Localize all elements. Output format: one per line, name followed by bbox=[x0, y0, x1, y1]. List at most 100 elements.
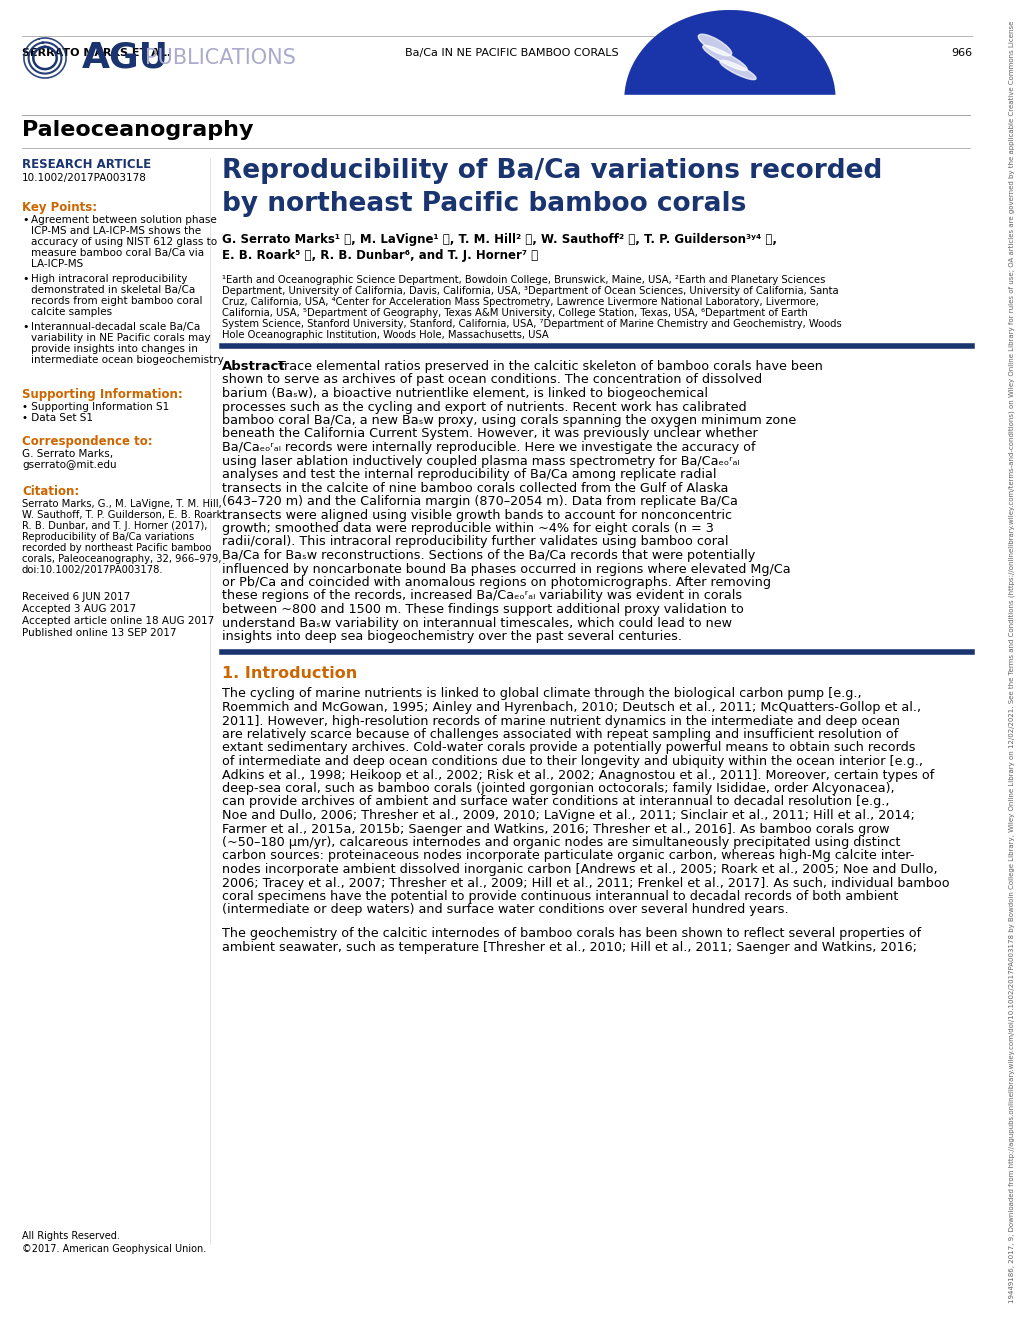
Text: Reproducibility of Ba/Ca variations: Reproducibility of Ba/Ca variations bbox=[22, 532, 195, 542]
Ellipse shape bbox=[720, 61, 756, 79]
Text: 10.1002/2017PA003178: 10.1002/2017PA003178 bbox=[22, 173, 146, 183]
Text: Ba/Caₑₒʳₐₗ records were internally reproducible. Here we investigate the accurac: Ba/Caₑₒʳₐₗ records were internally repro… bbox=[222, 441, 756, 454]
Text: Interannual-decadal scale Ba/Ca: Interannual-decadal scale Ba/Ca bbox=[31, 322, 201, 332]
Text: growth; smoothed data were reproducible within ~4% for eight corals (n = 3: growth; smoothed data were reproducible … bbox=[222, 522, 714, 535]
Text: •: • bbox=[22, 274, 29, 285]
Text: (643–720 m) and the California margin (870–2054 m). Data from replicate Ba/Ca: (643–720 m) and the California margin (8… bbox=[222, 495, 738, 508]
Text: All Rights Reserved.: All Rights Reserved. bbox=[22, 1231, 120, 1241]
Text: can provide archives of ambient and surface water conditions at interannual to d: can provide archives of ambient and surf… bbox=[222, 796, 890, 809]
Text: High intracoral reproducibility: High intracoral reproducibility bbox=[31, 274, 187, 285]
Text: insights into deep sea biogeochemistry over the past several centuries.: insights into deep sea biogeochemistry o… bbox=[222, 630, 682, 643]
Text: Department, University of California, Davis, California, USA, ³Department of Oce: Department, University of California, Da… bbox=[222, 286, 839, 297]
Text: California, USA, ⁵Department of Geography, Texas A&M University, College Station: California, USA, ⁵Department of Geograph… bbox=[222, 308, 808, 318]
Text: Cruz, California, USA, ⁴Center for Acceleration Mass Spectrometry, Lawrence Live: Cruz, California, USA, ⁴Center for Accel… bbox=[222, 297, 819, 307]
Text: Adkins et al., 1998; Heikoop et al., 2002; Risk et al., 2002; Anagnostou et al.,: Adkins et al., 1998; Heikoop et al., 200… bbox=[222, 768, 934, 781]
Text: 1. Introduction: 1. Introduction bbox=[222, 666, 357, 681]
Text: transects were aligned using visible growth bands to account for nonconcentric: transects were aligned using visible gro… bbox=[222, 508, 732, 522]
Text: carbon sources: proteinaceous nodes incorporate particulate organic carbon, wher: carbon sources: proteinaceous nodes inco… bbox=[222, 850, 914, 862]
Text: Serrato Marks, G., M. LaVigne, T. M. Hill,: Serrato Marks, G., M. LaVigne, T. M. Hil… bbox=[22, 499, 222, 508]
Text: barium (Baₛw), a bioactive nutrientlike element, is linked to biogeochemical: barium (Baₛw), a bioactive nutrientlike … bbox=[222, 387, 708, 400]
Text: or Pb/Ca and coincided with anomalous regions on photomicrographs. After removin: or Pb/Ca and coincided with anomalous re… bbox=[222, 576, 771, 589]
Text: gserrato@mit.edu: gserrato@mit.edu bbox=[22, 459, 117, 470]
Text: between ~800 and 1500 m. These findings support additional proxy validation to: between ~800 and 1500 m. These findings … bbox=[222, 602, 743, 616]
Text: records from eight bamboo coral: records from eight bamboo coral bbox=[31, 297, 203, 306]
Text: G. Serrato Marks¹ ⓘ, M. LaVigne¹ ⓘ, T. M. Hill² ⓘ, W. Sauthoff² ⓘ, T. P. Guilder: G. Serrato Marks¹ ⓘ, M. LaVigne¹ ⓘ, T. M… bbox=[222, 233, 777, 246]
Text: measure bamboo coral Ba/Ca via: measure bamboo coral Ba/Ca via bbox=[31, 248, 204, 258]
Text: System Science, Stanford University, Stanford, California, USA, ⁷Department of M: System Science, Stanford University, Sta… bbox=[222, 319, 842, 328]
Ellipse shape bbox=[698, 34, 732, 56]
Text: understand Baₛw variability on interannual timescales, which could lead to new: understand Baₛw variability on interannu… bbox=[222, 617, 732, 629]
Text: Accepted article online 18 AUG 2017: Accepted article online 18 AUG 2017 bbox=[22, 616, 214, 626]
Text: RESEARCH ARTICLE: RESEARCH ARTICLE bbox=[22, 158, 152, 171]
Text: shown to serve as archives of past ocean conditions. The concentration of dissol: shown to serve as archives of past ocean… bbox=[222, 373, 762, 387]
Text: Citation:: Citation: bbox=[22, 485, 79, 498]
Text: using laser ablation inductively coupled plasma mass spectrometry for Ba/Caₑₒʳₐₗ: using laser ablation inductively coupled… bbox=[222, 454, 739, 467]
Text: intermediate ocean biogeochemistry: intermediate ocean biogeochemistry bbox=[31, 355, 224, 365]
Text: ambient seawater, such as temperature [Thresher et al., 2010; Hill et al., 2011;: ambient seawater, such as temperature [T… bbox=[222, 940, 918, 953]
Text: demonstrated in skeletal Ba/Ca: demonstrated in skeletal Ba/Ca bbox=[31, 285, 196, 295]
Text: accuracy of using NIST 612 glass to: accuracy of using NIST 612 glass to bbox=[31, 237, 217, 248]
Text: SERRATO MARKS ET AL.: SERRATO MARKS ET AL. bbox=[22, 48, 171, 58]
Text: The cycling of marine nutrients is linked to global climate through the biologic: The cycling of marine nutrients is linke… bbox=[222, 687, 861, 700]
Text: Roemmich and McGowan, 1995; Ainley and Hyrenbach, 2010; Deutsch et al., 2011; Mc: Roemmich and McGowan, 1995; Ainley and H… bbox=[222, 700, 922, 714]
Text: G. Serrato Marks,: G. Serrato Marks, bbox=[22, 449, 113, 459]
Text: •: • bbox=[22, 322, 29, 332]
Text: LA-ICP-MS: LA-ICP-MS bbox=[31, 260, 83, 269]
Text: Hole Oceanographic Institution, Woods Hole, Massachusetts, USA: Hole Oceanographic Institution, Woods Ho… bbox=[222, 330, 549, 340]
Text: bamboo coral Ba/Ca, a new Baₛw proxy, using corals spanning the oxygen minimum z: bamboo coral Ba/Ca, a new Baₛw proxy, us… bbox=[222, 414, 797, 428]
Text: radii/coral). This intracoral reproducibility further validates using bamboo cor: radii/coral). This intracoral reproducib… bbox=[222, 535, 728, 548]
Text: nodes incorporate ambient dissolved inorganic carbon [Andrews et al., 2005; Roar: nodes incorporate ambient dissolved inor… bbox=[222, 863, 938, 876]
Text: transects in the calcite of nine bamboo corals collected from the Gulf of Alaska: transects in the calcite of nine bamboo … bbox=[222, 482, 728, 494]
Text: Accepted 3 AUG 2017: Accepted 3 AUG 2017 bbox=[22, 604, 136, 614]
Text: • Data Set S1: • Data Set S1 bbox=[22, 413, 93, 422]
Text: variability in NE Pacific corals may: variability in NE Pacific corals may bbox=[31, 334, 211, 343]
Text: W. Sauthoff, T. P. Guilderson, E. B. Roark,: W. Sauthoff, T. P. Guilderson, E. B. Roa… bbox=[22, 510, 225, 520]
Text: Supporting Information:: Supporting Information: bbox=[22, 388, 182, 401]
Text: Ba/Ca IN NE PACIFIC BAMBOO CORALS: Ba/Ca IN NE PACIFIC BAMBOO CORALS bbox=[406, 48, 618, 58]
Text: 2006; Tracey et al., 2007; Thresher et al., 2009; Hill et al., 2011; Frenkel et : 2006; Tracey et al., 2007; Thresher et a… bbox=[222, 876, 949, 890]
Text: R. B. Dunbar, and T. J. Horner (2017),: R. B. Dunbar, and T. J. Horner (2017), bbox=[22, 522, 208, 531]
Text: of intermediate and deep ocean conditions due to their longevity and ubiquity wi: of intermediate and deep ocean condition… bbox=[222, 755, 923, 768]
Text: influenced by noncarbonate bound Ba phases occurred in regions where elevated Mg: influenced by noncarbonate bound Ba phas… bbox=[222, 563, 791, 576]
Text: coral specimens have the potential to provide continuous interannual to decadal : coral specimens have the potential to pr… bbox=[222, 890, 898, 903]
Text: Agreement between solution phase: Agreement between solution phase bbox=[31, 214, 217, 225]
Text: by northeast Pacific bamboo corals: by northeast Pacific bamboo corals bbox=[222, 191, 746, 217]
Ellipse shape bbox=[702, 45, 748, 70]
Text: processes such as the cycling and export of nutrients. Recent work has calibrate: processes such as the cycling and export… bbox=[222, 400, 746, 413]
Text: Ba/Ca for Baₛw reconstructions. Sections of the Ba/Ca records that were potentia: Ba/Ca for Baₛw reconstructions. Sections… bbox=[222, 549, 756, 561]
Text: calcite samples: calcite samples bbox=[31, 307, 112, 316]
Text: • Supporting Information S1: • Supporting Information S1 bbox=[22, 402, 169, 412]
Text: Received 6 JUN 2017: Received 6 JUN 2017 bbox=[22, 592, 130, 602]
Text: The geochemistry of the calcitic internodes of bamboo corals has been shown to r: The geochemistry of the calcitic interno… bbox=[222, 927, 922, 940]
Text: 2011]. However, high-resolution records of marine nutrient dynamics in the inter: 2011]. However, high-resolution records … bbox=[222, 715, 900, 727]
Polygon shape bbox=[625, 11, 835, 101]
Text: Abstract: Abstract bbox=[222, 360, 286, 373]
Text: are relatively scarce because of challenges associated with repeat sampling and : are relatively scarce because of challen… bbox=[222, 728, 898, 741]
Text: Correspondence to:: Correspondence to: bbox=[22, 436, 153, 448]
Text: beneath the California Current System. However, it was previously unclear whethe: beneath the California Current System. H… bbox=[222, 428, 758, 441]
Bar bbox=[610, 95, 850, 105]
Text: extant sedimentary archives. Cold-water corals provide a potentially powerful me: extant sedimentary archives. Cold-water … bbox=[222, 741, 915, 755]
Text: ©2017. American Geophysical Union.: ©2017. American Geophysical Union. bbox=[22, 1245, 206, 1254]
Text: ¹Earth and Oceanographic Science Department, Bowdoin College, Brunswick, Maine, : ¹Earth and Oceanographic Science Departm… bbox=[222, 275, 825, 285]
Text: Key Points:: Key Points: bbox=[22, 201, 97, 214]
Text: PUBLICATIONS: PUBLICATIONS bbox=[145, 48, 296, 68]
Text: analyses and test the internal reproducibility of Ba/Ca among replicate radial: analyses and test the internal reproduci… bbox=[222, 467, 717, 481]
Text: E. B. Roark⁵ ⓘ, R. B. Dunbar⁶, and T. J. Horner⁷ ⓘ: E. B. Roark⁵ ⓘ, R. B. Dunbar⁶, and T. J.… bbox=[222, 249, 539, 262]
Text: •: • bbox=[22, 214, 29, 225]
Text: Farmer et al., 2015a, 2015b; Saenger and Watkins, 2016; Thresher et al., 2016]. : Farmer et al., 2015a, 2015b; Saenger and… bbox=[222, 822, 890, 835]
Text: (~50–180 μm/yr), calcareous internodes and organic nodes are simultaneously prec: (~50–180 μm/yr), calcareous internodes a… bbox=[222, 835, 900, 849]
Text: recorded by northeast Pacific bamboo: recorded by northeast Pacific bamboo bbox=[22, 543, 211, 553]
Text: AGU: AGU bbox=[82, 41, 169, 75]
Text: Trace elemental ratios preserved in the calcitic skeleton of bamboo corals have : Trace elemental ratios preserved in the … bbox=[278, 360, 823, 373]
Text: provide insights into changes in: provide insights into changes in bbox=[31, 344, 198, 354]
Text: 19449186, 2017, 9, Downloaded from http://agupubs.onlinelibrary.wiley.com/doi/10: 19449186, 2017, 9, Downloaded from http:… bbox=[1009, 21, 1015, 1303]
Text: corals, Paleoceanography, 32, 966–979,: corals, Paleoceanography, 32, 966–979, bbox=[22, 553, 221, 564]
Text: Noe and Dullo, 2006; Thresher et al., 2009, 2010; LaVigne et al., 2011; Sinclair: Noe and Dullo, 2006; Thresher et al., 20… bbox=[222, 809, 914, 822]
Text: deep-sea coral, such as bamboo corals (jointed gorgonian octocorals; family Isid: deep-sea coral, such as bamboo corals (j… bbox=[222, 782, 895, 794]
Text: Published online 13 SEP 2017: Published online 13 SEP 2017 bbox=[22, 628, 176, 638]
Text: doi:10.1002/2017PA003178.: doi:10.1002/2017PA003178. bbox=[22, 565, 164, 575]
Text: 966: 966 bbox=[951, 48, 972, 58]
Text: Paleoceanography: Paleoceanography bbox=[22, 120, 254, 140]
Text: ICP-MS and LA-ICP-MS shows the: ICP-MS and LA-ICP-MS shows the bbox=[31, 226, 201, 236]
